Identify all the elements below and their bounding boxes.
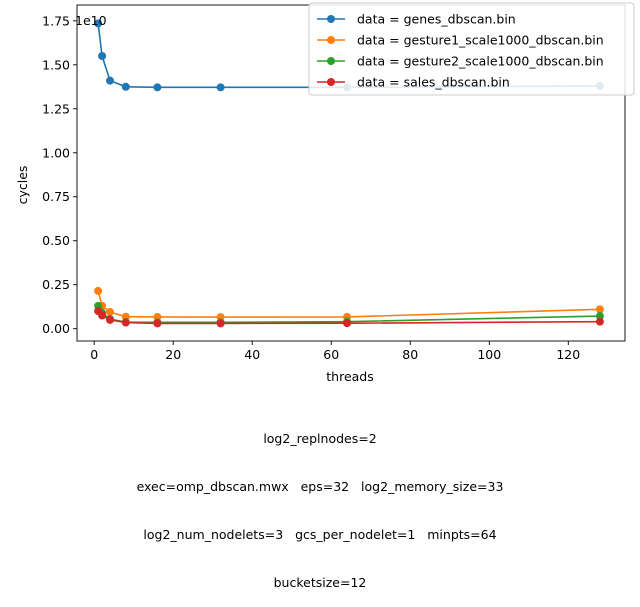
series-1 — [94, 286, 604, 322]
data-point — [105, 76, 114, 85]
caption-line: bucketsize=12 — [273, 575, 367, 590]
y-tick-label: 1.50 — [42, 57, 70, 72]
x-tick-label: 100 — [477, 347, 501, 362]
data-point — [94, 19, 103, 28]
y-tick-label: 1.25 — [42, 101, 70, 116]
data-point — [343, 319, 352, 328]
data-point — [94, 286, 103, 295]
data-point — [595, 312, 604, 321]
legend-label: data = gesture2_scale1000_dbscan.bin — [357, 54, 604, 69]
data-point — [121, 318, 130, 327]
y-tick-label: 0.75 — [42, 189, 70, 204]
legend-label: data = sales_dbscan.bin — [357, 75, 510, 90]
x-tick-label: 0 — [90, 347, 98, 362]
y-tick-label: 1.75 — [42, 13, 70, 28]
x-tick-label: 120 — [556, 347, 580, 362]
y-axis-label: cycles — [15, 166, 30, 205]
legend-marker — [327, 57, 335, 65]
x-axis-label: threads — [326, 369, 374, 384]
data-point — [105, 307, 114, 316]
data-point — [98, 52, 107, 61]
caption-line: log2_num_nodelets=3 gcs_per_nodelet=1 mi… — [143, 527, 497, 542]
y-tick-label: 1.00 — [42, 145, 70, 160]
caption-line: log2_replnodes=2 — [263, 431, 377, 446]
x-tick-label: 40 — [244, 347, 260, 362]
data-point — [595, 317, 604, 326]
y-axis-offset-text: 1e10 — [75, 13, 107, 28]
y-tick-label: 0.00 — [42, 321, 70, 336]
data-point — [105, 315, 114, 324]
data-point — [216, 83, 225, 92]
data-point — [216, 319, 225, 328]
x-tick-label: 20 — [165, 347, 181, 362]
series-line — [97, 290, 600, 318]
legend-marker — [327, 15, 335, 23]
legend-marker — [327, 36, 335, 44]
data-point — [153, 83, 162, 92]
series-3 — [94, 307, 604, 328]
legend-box — [308, 2, 635, 96]
legend-marker — [327, 78, 335, 86]
caption-line: exec=omp_dbscan.mwx eps=32 log2_memory_s… — [136, 479, 504, 494]
data-point — [153, 319, 162, 328]
legend-label: data = gesture1_scale1000_dbscan.bin — [357, 33, 604, 48]
data-point — [98, 311, 107, 320]
x-tick-label: 60 — [323, 347, 339, 362]
x-tick-label: 80 — [402, 347, 418, 362]
line-chart: 0 20 40 60 80 100 120 0.00 0.25 0.50 0.75 1.00 1.25 1… — [15, 2, 635, 384]
data-point — [121, 82, 130, 91]
parameter-caption: log2_replnodes=2 exec=omp_dbscan.mwx eps… — [0, 399, 640, 607]
legend-label: data = genes_dbscan.bin — [357, 12, 516, 27]
y-tick-label: 0.50 — [42, 233, 70, 248]
y-tick-label: 0.25 — [42, 277, 70, 292]
data-point — [595, 305, 604, 314]
